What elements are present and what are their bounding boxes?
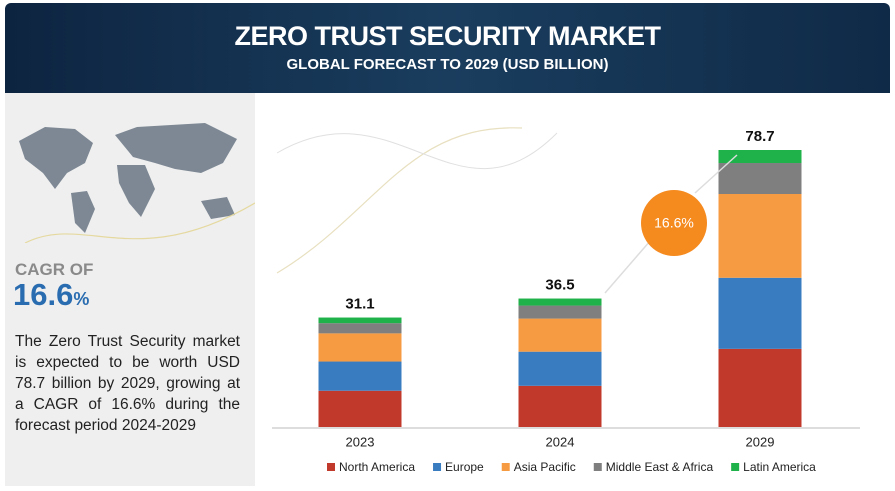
legend-swatch [501,463,510,471]
bar-segment [518,351,602,386]
bar-segment [718,348,802,427]
total-label: 78.7 [745,128,774,145]
header: ZERO TRUST SECURITY MARKET GLOBAL FORECA… [5,3,890,93]
cagr-bubble [641,190,707,256]
legend-swatch [433,463,442,471]
legend-swatch [327,463,335,471]
sidebar: CAGR OF 16.6% The Zero Trust Security ma… [5,93,256,486]
bar-segment [318,323,402,334]
cagr-unit: % [73,289,90,309]
legend-swatch [593,463,602,471]
bar-segment [318,390,402,427]
description: The Zero Trust Security market is expect… [15,333,240,434]
bar-segment [318,333,402,362]
legend-label: North America [339,460,415,474]
cagr-bubble-label: 16.6% [654,215,694,231]
total-label: 36.5 [545,276,574,293]
bar-segment [518,305,602,319]
bar-segment [518,385,602,427]
bar-segment [718,163,802,194]
legend-label: Europe [445,460,484,474]
cagr-value: 16.6 [13,277,74,312]
chart: 31.1 2023 36.5 2024 78.7 2029 16.6% North Ameri… [272,127,860,474]
legend-label: Latin America [743,460,816,474]
bar-segment [318,317,402,324]
bar-segment [518,298,602,306]
cagr-label: CAGR OF [15,260,94,279]
bar-segment [318,361,402,391]
bar-segment [718,150,802,164]
bar-segment [718,193,802,278]
x-tick-label: 2023 [346,434,375,449]
bar-segment [518,318,602,352]
subtitle: GLOBAL FORECAST TO 2029 (USD BILLION) [286,56,609,73]
cagr: 16.6% [13,277,89,313]
x-tick-label: 2029 [746,434,775,449]
total-label: 31.1 [345,296,374,313]
world-map [19,123,256,244]
legend-label: Middle East & Africa [606,460,714,474]
x-tick-label: 2024 [546,434,575,449]
bar-segment [718,277,802,349]
legend-label: Asia Pacific [514,460,576,474]
legend-swatch [731,463,740,471]
title: ZERO TRUST SECURITY MARKET [234,21,661,51]
